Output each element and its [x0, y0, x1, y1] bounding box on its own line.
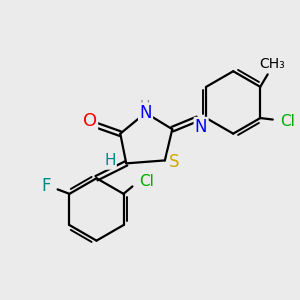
Text: O: O [82, 112, 97, 130]
Text: Cl: Cl [139, 174, 154, 189]
Text: H: H [104, 154, 116, 169]
Text: S: S [169, 153, 180, 171]
Text: H: H [140, 99, 150, 113]
Text: N: N [195, 118, 207, 136]
Text: Cl: Cl [280, 113, 295, 128]
Text: F: F [42, 177, 51, 195]
Text: CH₃: CH₃ [259, 57, 285, 71]
Text: N: N [139, 104, 152, 122]
